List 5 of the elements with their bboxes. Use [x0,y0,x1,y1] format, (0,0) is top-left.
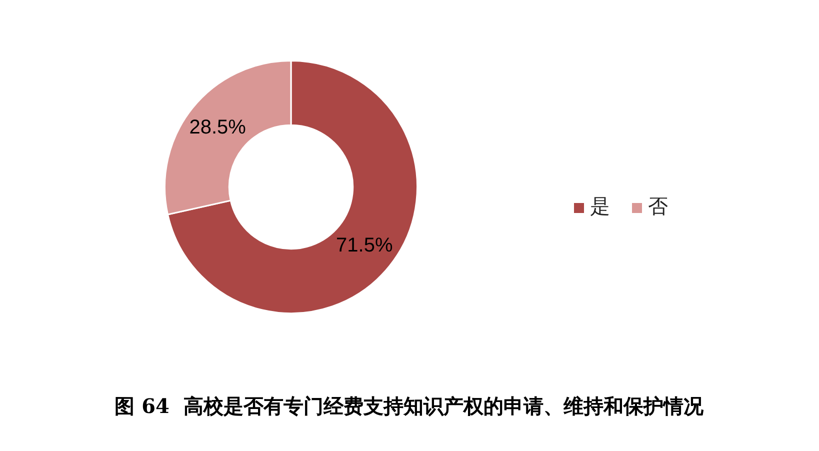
data-label: 28.5% [189,116,246,139]
text: 图 64 高校是否有专门经费支持知识产权的申请、维持和保护情况 [114,394,704,418]
legend-label: 否 [648,194,668,218]
legend-label: 是 [590,194,610,218]
data-label: 71.5% [336,234,393,256]
